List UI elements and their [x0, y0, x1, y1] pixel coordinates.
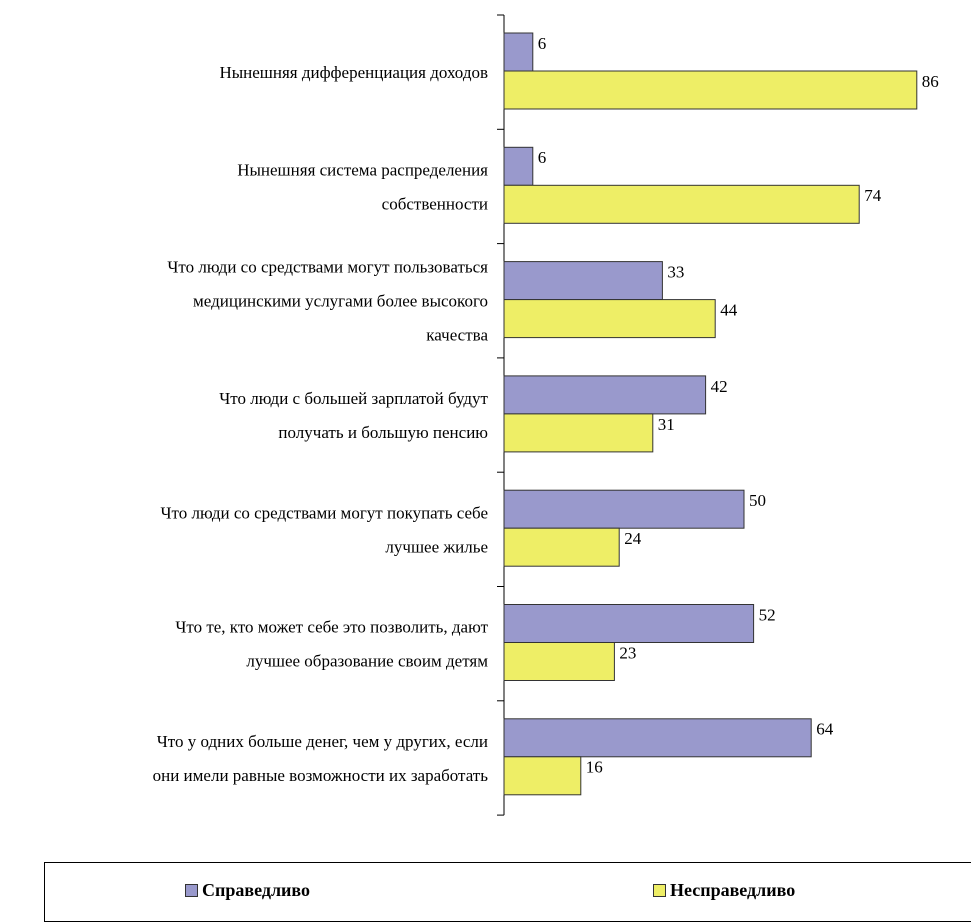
data-label-series-2-cat-5: 24 — [624, 529, 642, 548]
legend-label-series-2: Несправедливо — [670, 880, 796, 900]
category-label-3-line-3: качества — [426, 326, 488, 345]
category-label-6-line-1: Что те, кто может себе это позволить, да… — [175, 618, 488, 637]
category-label-4-line-1: Что люди с большей зарплатой будут — [219, 389, 488, 408]
legend-item-series-2: Несправедливо — [653, 880, 795, 901]
bar-series-1-cat-4 — [503, 375, 707, 415]
data-label-series-2-cat-6: 23 — [619, 643, 636, 662]
category-label-1-line-1: Нынешняя дифференциация доходов — [219, 63, 488, 82]
bar-series-2-cat-7 — [503, 756, 582, 796]
data-label-series-2-cat-4: 31 — [658, 415, 675, 434]
category-label-3-line-2: медицинскими услугами более высокого — [193, 292, 488, 311]
category-label-5-line-2: лучшее жилье — [385, 537, 488, 556]
legend-swatch-series-1 — [185, 884, 198, 897]
category-label-7-line-1: Что у одних больше денег, чем у других, … — [157, 732, 488, 751]
legend-swatch-series-2 — [653, 884, 666, 897]
bar-series-1-cat-2 — [503, 146, 534, 186]
bar-series-2-cat-5 — [503, 527, 620, 567]
bar-chart: 6 86 6 74 33 44 42 31 50 24 52 23 64 16 Нынешняя дифф… — [153, 14, 939, 816]
bar-series-2-cat-4 — [503, 413, 654, 453]
category-label-5-line-1: Что люди со средствами могут покупать се… — [161, 503, 489, 522]
bar-series-2-cat-1 — [503, 70, 918, 110]
data-label-series-1-cat-6: 52 — [759, 605, 776, 624]
chart-legend: Справедливо Несправедливо — [44, 862, 971, 922]
legend-item-series-1: Справедливо — [185, 880, 310, 901]
data-label-series-2-cat-3: 44 — [720, 301, 738, 320]
category-label-7-line-2: они имели равные возможности их заработа… — [153, 766, 489, 785]
bar-series-1-cat-3 — [503, 261, 663, 301]
legend-label-series-1: Справедливо — [202, 880, 311, 900]
category-label-4-line-2: получать и большую пенсию — [278, 423, 488, 442]
bar-series-1-cat-7 — [503, 718, 812, 758]
data-label-series-1-cat-2: 6 — [538, 148, 547, 167]
bar-series-1-cat-5 — [503, 489, 745, 529]
bar-series-2-cat-6 — [503, 642, 615, 681]
data-label-series-1-cat-4: 42 — [711, 377, 728, 396]
bar-series-2-cat-2 — [503, 184, 860, 224]
bar-series-1-cat-1 — [503, 32, 534, 72]
category-label-2-line-2: собственности — [382, 194, 488, 213]
bar-series-1-cat-6 — [503, 604, 755, 643]
data-label-series-1-cat-5: 50 — [749, 491, 766, 510]
data-label-series-1-cat-1: 6 — [538, 34, 547, 53]
data-label-series-1-cat-7: 64 — [816, 720, 834, 739]
category-label-3-line-1: Что люди со средствами могут пользоватьс… — [167, 258, 488, 277]
data-label-series-2-cat-7: 16 — [586, 758, 603, 777]
bar-series-2-cat-3 — [503, 299, 716, 339]
data-label-series-1-cat-3: 33 — [667, 263, 684, 282]
category-label-2-line-1: Нынешняя система распределения — [237, 160, 488, 179]
data-label-series-2-cat-1: 86 — [922, 72, 939, 91]
category-label-6-line-2: лучшее образование своим детям — [246, 652, 488, 671]
data-label-series-2-cat-2: 74 — [864, 186, 882, 205]
